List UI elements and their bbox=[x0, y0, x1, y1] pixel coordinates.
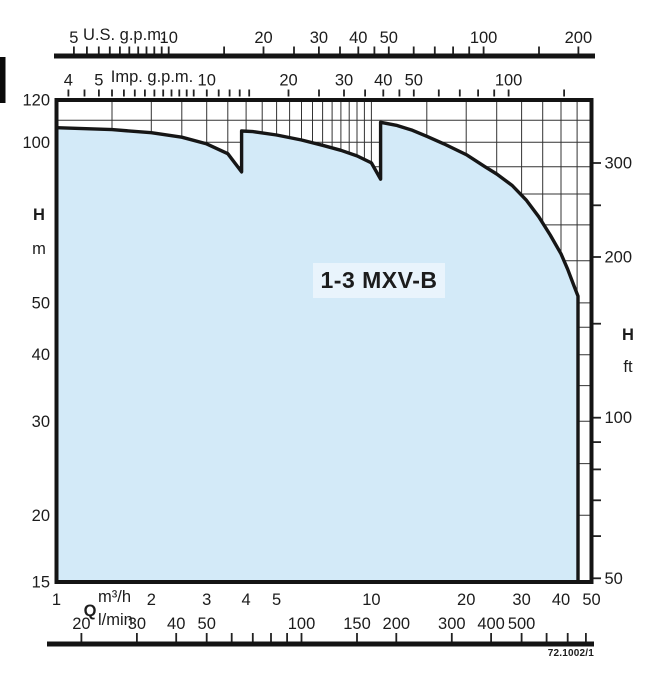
head-m-tick-label: 20 bbox=[32, 507, 50, 525]
imp-gpm-axis-title: Imp. g.p.m. bbox=[110, 68, 194, 86]
head-m-tick-label: 30 bbox=[32, 413, 50, 431]
m3h-tick-label: 40 bbox=[552, 591, 570, 609]
imp-gpm-tick-label: 40 bbox=[374, 72, 392, 90]
lmin-tick-label: 100 bbox=[288, 615, 316, 633]
head-ft-tick-label: 300 bbox=[605, 155, 633, 173]
imp-gpm-tick-label: 100 bbox=[495, 72, 523, 90]
flow-unit-m3h: m³/h bbox=[98, 588, 131, 606]
imp-gpm-tick-label: 30 bbox=[335, 72, 353, 90]
lmin-tick-label: 300 bbox=[438, 615, 466, 633]
head-ft-tick-label: 100 bbox=[605, 409, 633, 427]
head-m-tick-label: 50 bbox=[32, 294, 50, 312]
head-ft-tick-label: 200 bbox=[605, 249, 633, 267]
lmin-tick-label: 50 bbox=[198, 615, 216, 633]
us-gpm-tick-label: 5 bbox=[69, 29, 78, 47]
lmin-tick-label: 200 bbox=[383, 615, 411, 633]
us-gpm-tick-label: 100 bbox=[470, 29, 498, 47]
imp-gpm-tick-label: 10 bbox=[198, 72, 216, 90]
us-gpm-axis-title: U.S. g.p.m. bbox=[83, 26, 166, 44]
lmin-tick-label: 500 bbox=[508, 615, 536, 633]
m3h-tick-label: 10 bbox=[362, 591, 380, 609]
head-m-tick-label: 15 bbox=[32, 574, 50, 592]
us-gpm-tick-label: 50 bbox=[380, 29, 398, 47]
imp-gpm-tick-label: 50 bbox=[405, 72, 423, 90]
flow-unit-lmin: l/min bbox=[98, 611, 133, 629]
diagram-code: 72.1002/1 bbox=[547, 648, 594, 659]
head-m-tick-label: 40 bbox=[32, 346, 50, 364]
m3h-tick-label: 50 bbox=[582, 591, 600, 609]
us-gpm-tick-label: 200 bbox=[565, 29, 593, 47]
flow-symbol: Q bbox=[83, 602, 97, 620]
m3h-tick-label: 30 bbox=[512, 591, 530, 609]
lmin-tick-label: 30 bbox=[128, 615, 146, 633]
lmin-tick-label: 20 bbox=[72, 615, 90, 633]
m3h-tick-label: 4 bbox=[242, 591, 251, 609]
envelope-limit-curve bbox=[54, 120, 580, 584]
m3h-tick-label: 5 bbox=[272, 591, 281, 609]
head-m-tick-label: 120 bbox=[22, 92, 50, 110]
operating-envelope-fill bbox=[56, 122, 578, 583]
us-gpm-tick-label: 30 bbox=[310, 29, 328, 47]
m3h-tick-label: 2 bbox=[147, 591, 156, 609]
plot-border bbox=[54, 98, 594, 584]
m3h-tick-label: 1 bbox=[52, 591, 61, 609]
imp-gpm-tick-label: 4 bbox=[64, 72, 73, 90]
m3h-tick-label: 3 bbox=[202, 591, 211, 609]
us-gpm-tick-label: 10 bbox=[160, 29, 178, 47]
lmin-tick-label: 40 bbox=[167, 615, 185, 633]
head-symbol-right: H bbox=[622, 326, 634, 344]
us-gpm-tick-label: 40 bbox=[349, 29, 367, 47]
head-unit-m: m bbox=[32, 240, 46, 258]
lmin-tick-label: 400 bbox=[477, 615, 505, 633]
head-m-tick-label: 100 bbox=[22, 134, 50, 152]
head-ft-tick-label: 50 bbox=[605, 570, 623, 588]
us-gpm-tick-label: 20 bbox=[254, 29, 272, 47]
imp-gpm-tick-label: 5 bbox=[94, 72, 103, 90]
head-unit-ft: ft bbox=[623, 358, 633, 376]
pump-series-label: 1-3 MXV-B bbox=[313, 263, 445, 298]
m3h-tick-label: 20 bbox=[457, 591, 475, 609]
lmin-tick-label: 150 bbox=[343, 615, 371, 633]
page-edge-mark bbox=[0, 57, 6, 103]
imp-gpm-tick-label: 20 bbox=[279, 72, 297, 90]
head-symbol-left: H bbox=[33, 206, 45, 224]
